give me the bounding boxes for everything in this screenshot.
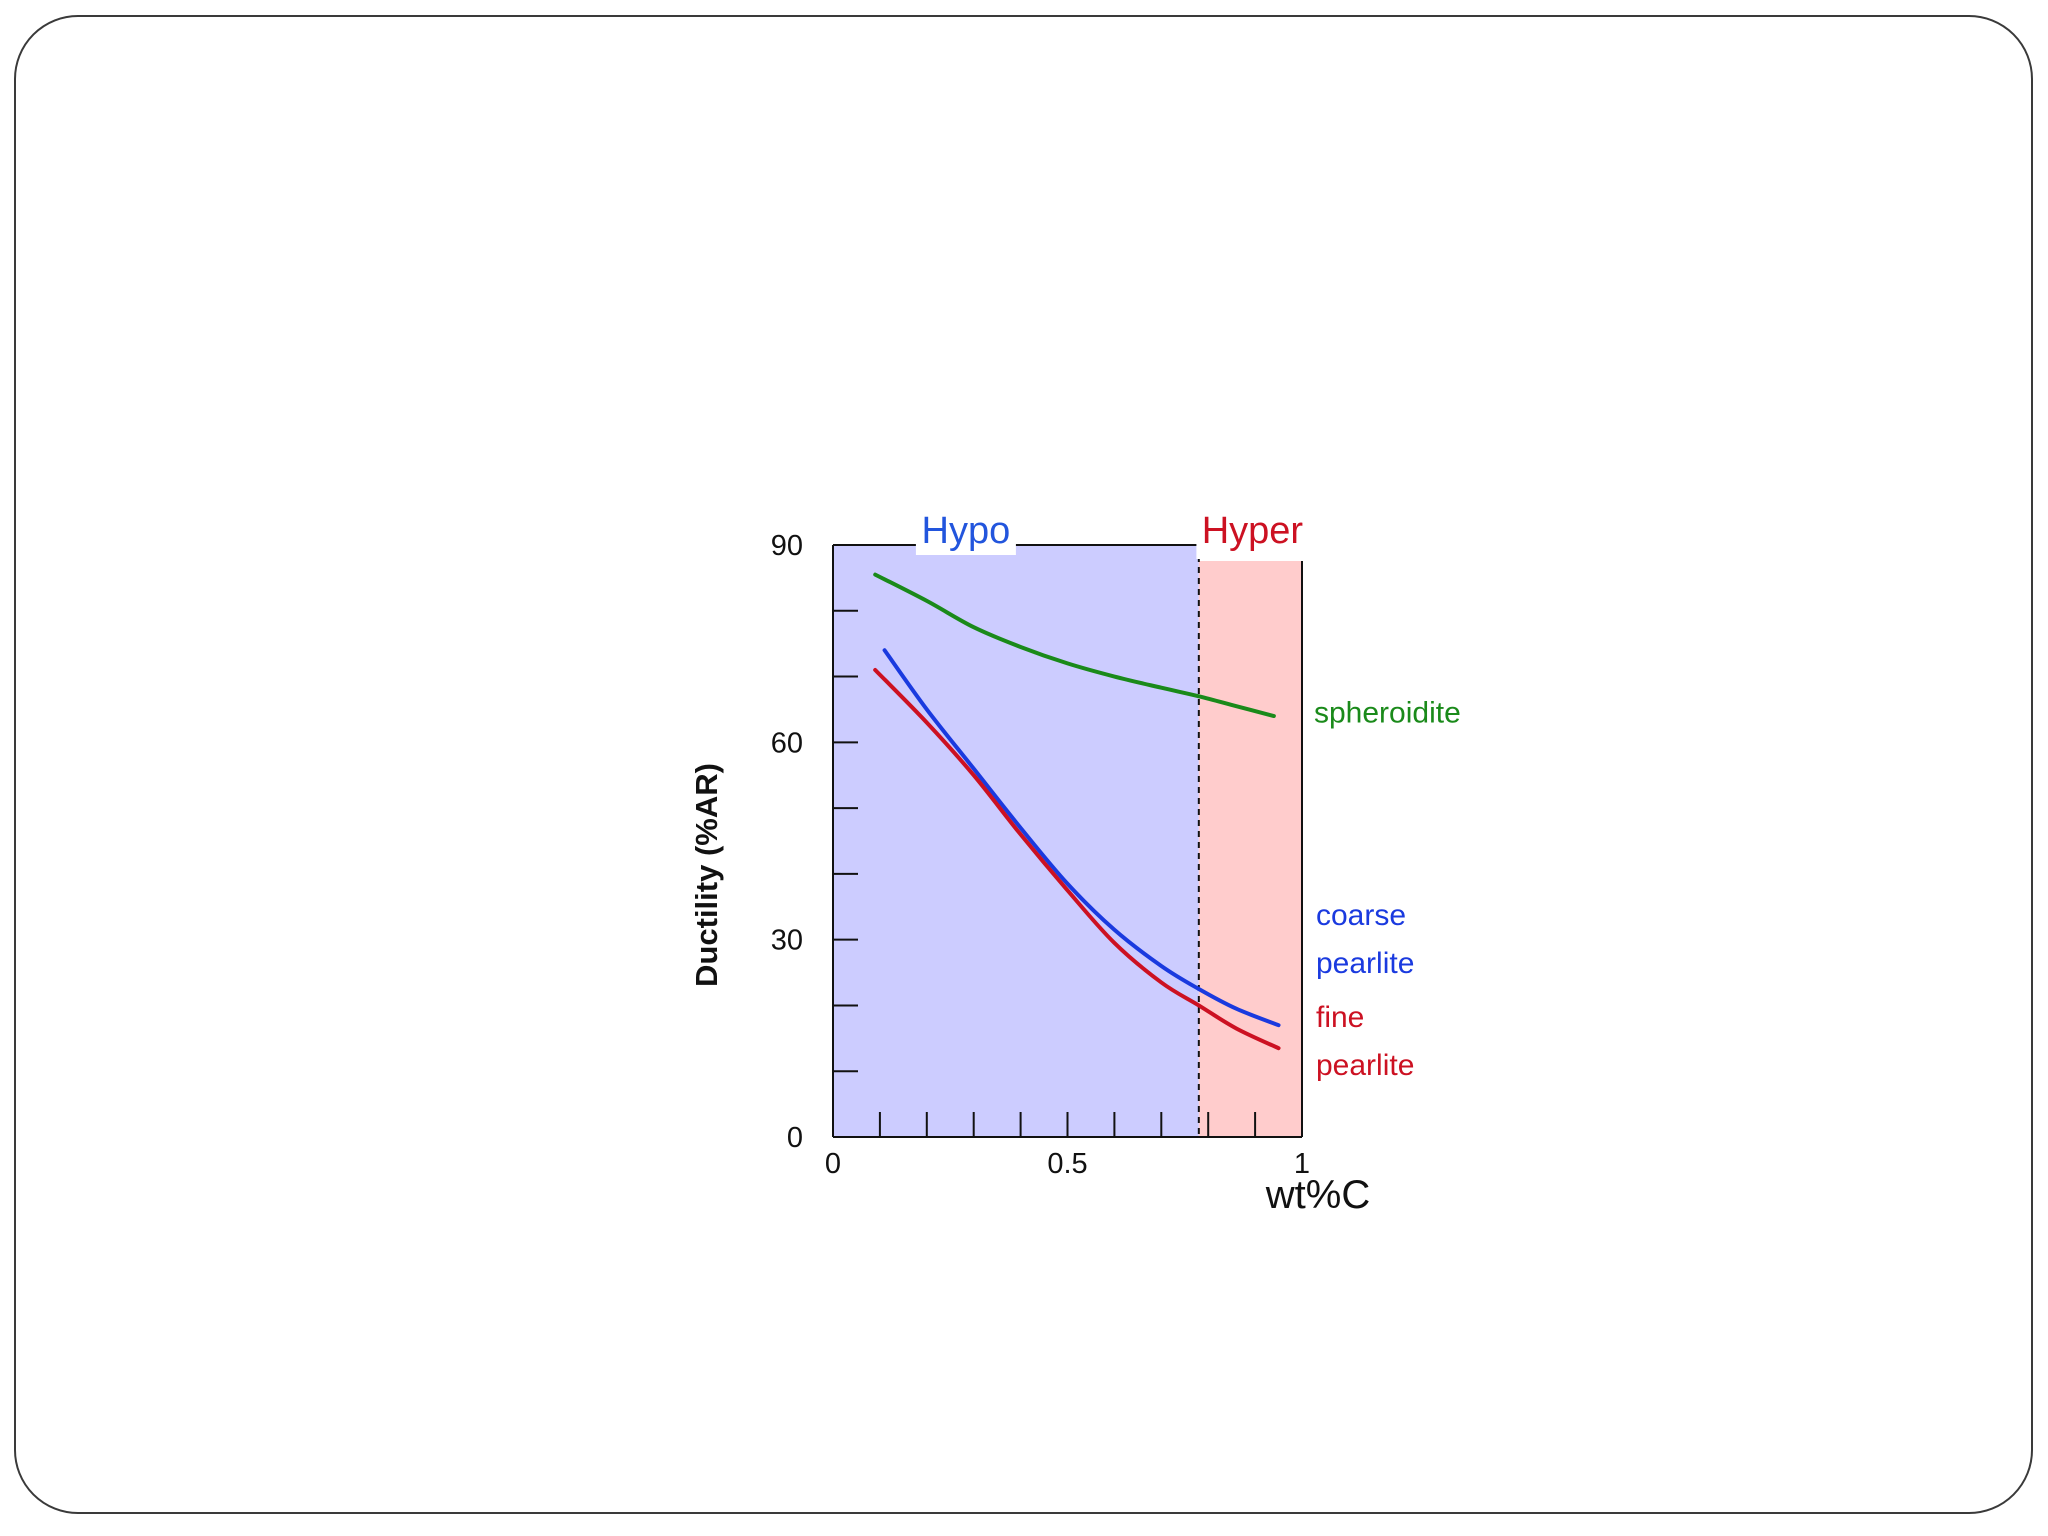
- fine-pearlite-line: [873, 667, 1281, 1051]
- y-tick-label: 0: [787, 1122, 803, 1154]
- spheroidite-label: spheroidite: [1314, 697, 1461, 730]
- y-axis-title: Ductility (%AR): [689, 763, 724, 987]
- spheroidite-line: [873, 572, 1276, 719]
- x-tick-label: 1: [1294, 1148, 1310, 1180]
- x-axis-title: wt%C: [1265, 1173, 1370, 1217]
- x-tick-label: 0: [825, 1148, 841, 1180]
- hyper-label-bg: [1196, 515, 1309, 559]
- y-tick-label: 60: [771, 727, 803, 759]
- labels-layer: 0 30 60 90 0 0.5 1 Hypo Hyper spheroidite coarse pe…: [771, 510, 1461, 1180]
- fine-pearlite-label: fine: [1316, 1001, 1364, 1034]
- fine-pearlite-label: pearlite: [1316, 1049, 1414, 1082]
- series-layer: [873, 572, 1281, 1051]
- hyper-region: [1198, 561, 1302, 1137]
- axes-layer: [832, 544, 1303, 1138]
- hypo-label: Hypo: [922, 510, 1011, 552]
- y-tick-label: 30: [771, 925, 803, 957]
- hypo-region: [833, 545, 1199, 1137]
- hyper-label: Hyper: [1202, 510, 1304, 552]
- coarse-pearlite-label: pearlite: [1316, 947, 1414, 980]
- coarse-pearlite-label: coarse: [1316, 899, 1406, 932]
- coarse-pearlite-line: [882, 648, 1281, 1028]
- regions-layer: [833, 545, 1302, 1137]
- x-tick-label: 0.5: [1047, 1148, 1087, 1180]
- y-tick-label: 90: [771, 530, 803, 562]
- hypo-label-bg: [915, 515, 1016, 555]
